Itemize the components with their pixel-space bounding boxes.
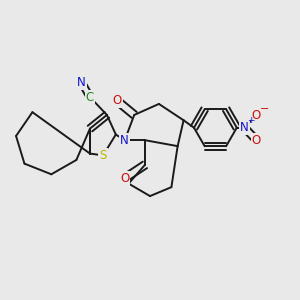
Text: S: S — [99, 149, 107, 162]
Text: O: O — [252, 134, 261, 147]
Text: C: C — [86, 91, 94, 103]
Text: −: − — [260, 104, 269, 114]
Text: O: O — [113, 94, 122, 107]
Text: N: N — [120, 134, 129, 147]
Text: O: O — [252, 109, 261, 122]
Text: N: N — [240, 121, 249, 134]
Text: +: + — [247, 116, 255, 125]
Text: N: N — [77, 76, 86, 89]
Text: O: O — [120, 172, 129, 185]
